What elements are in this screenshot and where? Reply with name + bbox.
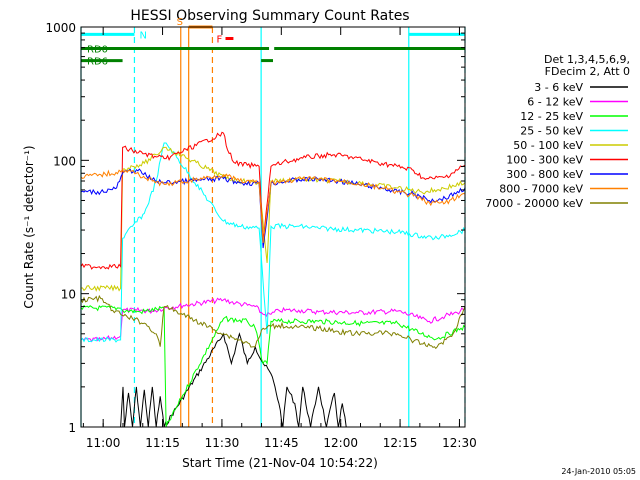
series-line	[81, 294, 465, 350]
event-vlines	[80, 27, 466, 427]
x-tick-label: 11:30	[205, 436, 240, 450]
series-line	[120, 332, 347, 427]
legend-entry-label: 25 - 50 keV	[520, 125, 583, 138]
chart-title: HESSI Observing Summary Count Rates	[130, 8, 409, 24]
x-tick-label: 11:45	[264, 436, 299, 450]
x-tick-label: 11:00	[86, 436, 121, 450]
y-axis-label: Count Rate (s⁻¹ detector⁻¹)	[22, 145, 36, 308]
legend-entry-label: 12 - 25 keV	[520, 110, 583, 123]
series-line	[81, 168, 465, 244]
series-line	[81, 131, 465, 270]
flag-label: RD0	[87, 44, 108, 55]
legend: Det 1,3,4,5,6,9,FDecim 2, Att 0 3 - 6 keV…	[485, 53, 630, 210]
legend-entry-label: 3 - 6 keV	[534, 81, 583, 94]
plot-frame	[80, 26, 466, 428]
y-tick-label: 1000	[45, 21, 76, 35]
legend-entry-label: 7000 - 20000 keV	[485, 197, 583, 210]
series-line	[81, 297, 465, 343]
x-axis-label: Start Time (21-Nov-04 10:54:22)	[182, 456, 378, 470]
legend-entry-label: 50 - 100 keV	[513, 139, 583, 152]
legend-entry-label: 300 - 800 keV	[506, 168, 583, 181]
legend-header: FDecim 2, Att 0	[545, 65, 630, 78]
legend-entry-label: 6 - 12 keV	[527, 96, 583, 109]
legend-entry-label: 800 - 7000 keV	[499, 183, 583, 196]
x-tick-label: 12:15	[383, 436, 418, 450]
y-tick-label: 1	[68, 421, 76, 435]
series-line	[81, 142, 465, 343]
x-tick-label: 12:00	[323, 436, 358, 450]
flag-label: F	[216, 34, 222, 45]
series-layer	[81, 131, 465, 427]
footer-date: 24-Jan-2010 05:05	[561, 467, 636, 476]
legend-entry-label: 100 - 300 keV	[506, 154, 583, 167]
x-tick-label: 11:15	[145, 436, 180, 450]
flag-label: RD6	[87, 57, 108, 68]
y-tick-label: 100	[53, 154, 76, 168]
flags-layer: N S F RD0 RD6	[81, 17, 465, 68]
series-line	[81, 304, 465, 427]
axis-layer: 11:00 11:15 11:30 11:45 12:00 12:15 12:30 1 10 10…	[45, 21, 476, 450]
flag-label: S	[177, 17, 183, 28]
flag-label: N	[139, 30, 146, 41]
x-tick-label: 12:30	[442, 436, 477, 450]
y-tick-label: 10	[61, 288, 76, 302]
legend-header: Det 1,3,4,5,6,9,	[544, 53, 630, 66]
